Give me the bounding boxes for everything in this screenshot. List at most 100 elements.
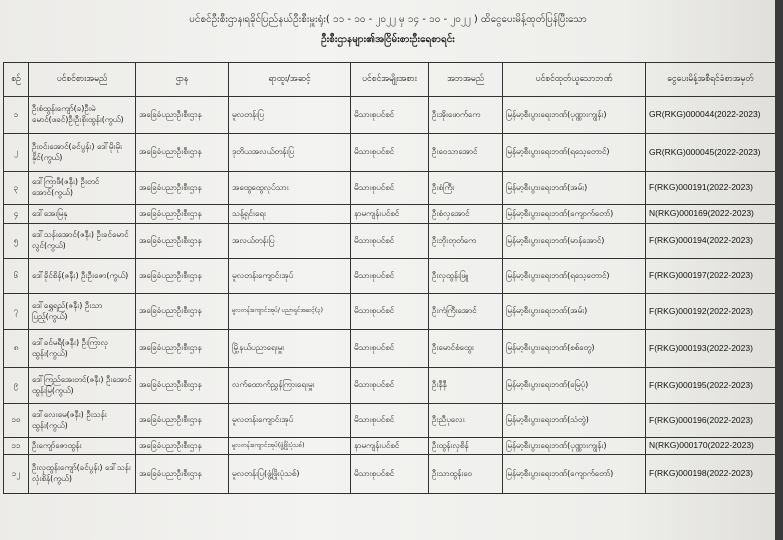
cell-type: မိသားစုပင်စင် xyxy=(350,223,429,259)
cell-code: GR(RKG)000044(2022-2023) xyxy=(645,96,776,134)
cell-type: မိသားစုပင်စင် xyxy=(350,293,429,330)
cell-father: ဦးစံကြီး xyxy=(428,171,503,205)
table-row: ၁ဦးစံထွန်းကျော်(ခ)ဦးမဲမောင်(ဖခင်)ဦးဦးစို… xyxy=(3,96,776,134)
cell-name: ဦးကျော်ဇောထွန်း xyxy=(28,437,136,455)
cell-bank: မြန်မာ့စီးပွားရေးဘဏ်(ပုဏ္ဏားကျွန်း) xyxy=(502,437,646,455)
cell-type: မိသားစုပင်စင် xyxy=(350,96,429,134)
cell-dept: အခြေခံပညာဦးစီးဌာန xyxy=(135,223,229,259)
cell-bank: မြန်မာ့စီးပွားရေးဘဏ်(ရသေ့တောင်) xyxy=(502,133,646,172)
header-rank: ရာထူး/အဆင့် xyxy=(228,62,351,97)
cell-dept: အခြေခံပညာဦးစီးဌာန xyxy=(135,454,229,494)
cell-father: ဦးအိုးဖောက်ကေ xyxy=(428,96,503,134)
cell-father: ဦးနီနီ xyxy=(428,367,503,404)
table-row: ၁၁ ဦးကျော်ဇောထွန်း အခြေခံပညာဦးစီးဌာန မူလတန်… xyxy=(3,437,776,455)
cell-dept: အခြေခံပညာဦးစီးဌာန xyxy=(135,96,229,134)
cell-dept: အခြေခံပညာဦးစီးဌာန xyxy=(135,437,229,455)
cell-dept: အခြေခံပညာဦးစီးဌာန xyxy=(135,329,229,368)
cell-bank: မြန်မာ့စီးပွားရေးဘဏ်(မာန်အောင်) xyxy=(502,223,646,259)
cell-name: ဒေါ်အေးမြနု xyxy=(28,204,136,224)
cell-rank: မူလတန်းပြ(ဖွံ့ဖြိုးပုံသစ်) xyxy=(228,454,351,494)
cell-name: ဒေါ်ခင်မရီ(ဇနီး) ဦးကြာလှထွန်း(ကွယ်) xyxy=(28,329,136,368)
cell-code: F(RKG)000197(2022-2023) xyxy=(645,258,776,294)
pension-table: စဉ် ပင်စင်စားအမည် ဌာန ရာထူး/အဆင့် ပင်စင်… xyxy=(3,62,776,494)
cell-no: ၅ xyxy=(3,223,29,259)
cell-no: ၉ xyxy=(3,367,29,404)
cell-name: ဒေါ်ကြည်အေးတင်(ဇနီး) ဦးအောင်ထွန်းမြ(ကွယ်… xyxy=(28,367,136,404)
cell-name: ဒေါ်လေးမေ(ဇနီး) ဦးသန်းထွန်း(ကွယ်) xyxy=(28,403,136,438)
cell-type: မိသားစုပင်စင် xyxy=(350,454,429,494)
cell-type: မိသားစုပင်စင် xyxy=(350,403,429,438)
cell-no: ၁၂ xyxy=(3,454,29,494)
header-father: အဘအမည် xyxy=(428,62,503,97)
cell-bank: မြန်မာ့စီးပွားရေးဘဏ်(ကျောက်တော်) xyxy=(502,204,646,224)
cell-dept: အခြေခံပညာဦးစီးဌာန xyxy=(135,293,229,330)
header-dept: ဌာန xyxy=(135,62,229,97)
cell-name: ဒေါ်ရွှေရည်(ဇနီး) ဦးသာပြည့်(ကွယ်) xyxy=(28,293,136,330)
cell-father: ဦးထွန်းလှစိန် xyxy=(428,437,503,455)
cell-bank: မြန်မာ့စီးပွားရေးဘဏ်(ရသေ့တောင်) xyxy=(502,258,646,294)
cell-no: ၇ xyxy=(3,293,29,330)
cell-rank: မြို့နယ်ပညာရေးမှူး xyxy=(228,329,351,368)
cell-rank: မူလတန်းပြ xyxy=(228,96,351,134)
table-row: ၁၂ ဦးလှထွန်းကျော်(ခင်ပွန်း) ဒေါ်သန်းလုံးစ… xyxy=(3,454,776,494)
cell-bank: မြန်မာ့စီးပွားရေးဘဏ်(အမ်း) xyxy=(502,293,646,330)
cell-father: ဦးသာထွန်းဝေ xyxy=(428,454,503,494)
table-row: ၅ဒေါ်သန်းအောင်(ဇနီး) ဦးခင်မောင်လွင်(ကွယ်… xyxy=(3,223,776,259)
cell-type: မိသားစုပင်စင် xyxy=(350,258,429,294)
cell-name: ဦးလှထွန်းကျော်(ခင်ပွန်း) ဒေါ်သန်းလုံးစိန… xyxy=(28,454,136,494)
cell-bank: မြန်မာ့စီးပွားရေးဘဏ်(သံတွဲ) xyxy=(502,403,646,438)
cell-bank: မြန်မာ့စီးပွားရေးဘဏ်(ပုဏ္ဏားကျွန်း) xyxy=(502,96,646,134)
cell-rank: မူလတန်းကျောင်းအုပ် xyxy=(228,403,351,438)
cell-type: မိသားစုပင်စင် xyxy=(350,171,429,205)
cell-dept: အခြေခံပညာဦးစီးဌာန xyxy=(135,258,229,294)
cell-father: ဦးမောင်စံထွေး xyxy=(428,329,503,368)
cell-code: F(RKG)000194(2022-2023) xyxy=(645,223,776,259)
cell-no: ၁၁ xyxy=(3,437,29,455)
cell-dept: အခြေခံပညာဦးစီးဌာန xyxy=(135,204,229,224)
cell-no: ၂ xyxy=(3,133,29,172)
table-row: ၈ဒေါ်ခင်မရီ(ဇနီး) ဦးကြာလှထွန်း(ကွယ်) အခြေ… xyxy=(3,329,776,368)
cell-type: မိသားစုပင်စင် xyxy=(350,133,429,172)
header-no: စဉ် xyxy=(3,62,29,97)
cell-father: ဦးလှထွန်းဖြူ xyxy=(428,258,503,294)
cell-type: မိသားစုပင်စင် xyxy=(350,329,429,368)
cell-dept: အခြေခံပညာဦးစီးဌာန xyxy=(135,133,229,172)
cell-code: F(RKG)000193(2022-2023) xyxy=(645,329,776,368)
cell-no: ၃ xyxy=(3,171,29,205)
document-subtitle: ဦးစီးဌာနများ၏အငြိမ်းစားဦးရေစာရင်း xyxy=(321,34,455,45)
cell-type: နာမကျန်းပင်စင် xyxy=(350,204,429,224)
cell-no: ၆ xyxy=(3,258,29,294)
table-row: ၁၀ ဒေါ်လေးမေ(ဇနီး) ဦးသန်းထွန်း(ကွယ်) အခြေခ… xyxy=(3,403,776,438)
cell-type: နာမကျန်းပင်စင် xyxy=(350,437,429,455)
document-title: ပင်စင်ဦးစီးဌာန၊ရခိုင်ပြည်နယ်ဦးစီးမှူးရုံ… xyxy=(189,14,587,25)
cell-no: ၁၀ xyxy=(3,403,29,438)
cell-code: F(RKG)000191(2022-2023) xyxy=(645,171,776,205)
table-header-row: စဉ် ပင်စင်စားအမည် ဌာန ရာထူး/အဆင့် ပင်စင်… xyxy=(3,62,776,97)
cell-bank: မြန်မာ့စီးပွားရေးဘဏ်(ကျောက်တော်) xyxy=(502,454,646,494)
cell-no: ၁ xyxy=(3,96,29,134)
header-name: ပင်စင်စားအမည် xyxy=(28,62,136,97)
cell-father: ဦးစံလှအောင် xyxy=(428,204,503,224)
cell-code: GR(RKG)000045(2022-2023) xyxy=(645,133,776,172)
cell-no: ၄ xyxy=(3,204,29,224)
cell-rank: လက်ထောက်ညွှန်ကြားရေးမှူး xyxy=(228,367,351,404)
cell-bank: မြန်မာ့စီးပွားရေးဘဏ်(စစ်တွေ) xyxy=(502,329,646,368)
cell-code: F(RKG)000192(2022-2023) xyxy=(645,293,776,330)
cell-bank: မြန်မာ့စီးပွားရေးဘဏ်(မြေပုံ) xyxy=(502,367,646,404)
cell-father: ဦးဘိုးတုတ်ကေ xyxy=(428,223,503,259)
cell-code: F(RKG)000195(2022-2023) xyxy=(645,367,776,404)
cell-rank: မူလတန်းကျောင်းအုပ်/ ပညာရှင်အဆင့်(၃) xyxy=(228,293,351,330)
table-row: ၆ဒေါ်ခိုင်စိန်(ဇနီး) ဦးဦးဇော(ကွယ်) အခြေခံ… xyxy=(3,258,776,294)
cell-rank: မူလတန်းကျောင်းအုပ်(ဖွံ့ဖြိုးပုံသစ်) xyxy=(228,437,351,455)
header-bank: ပင်စင်ထုတ်ယူသောဘဏ် xyxy=(502,62,646,97)
cell-father: ဦးဝေသာအောင် xyxy=(428,133,503,172)
table-row: ၂ဦးဝင်းအောင်(ခင်ပွန်း) ဒေါ်မိုးမိုးနိုင်… xyxy=(3,133,776,172)
cell-father: ဦးညီပုလေး xyxy=(428,403,503,438)
cell-rank: အထွေထွေလုပ်သား xyxy=(228,171,351,205)
cell-code: F(RKG)000198(2022-2023) xyxy=(645,454,776,494)
cell-name: ဦးဝင်းအောင်(ခင်ပွန်း) ဒေါ်မိုးမိုးနိုင်(… xyxy=(28,133,136,172)
table-row: ၇ဒေါ်ရွှေရည်(ဇနီး) ဦးသာပြည့်(ကွယ်) အခြေခံ… xyxy=(3,293,776,330)
table-row: ၄ဒေါ်အေးမြနု အခြေခံပညာဦးစီးဌာန သန့်ရှင်းရေ… xyxy=(3,204,776,224)
cell-rank: အလယ်တန်းပြ xyxy=(228,223,351,259)
